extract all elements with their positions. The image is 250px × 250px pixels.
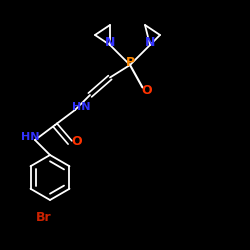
Text: O: O: [71, 135, 82, 148]
Text: HN: HN: [72, 102, 90, 112]
Text: HN: HN: [21, 132, 39, 142]
Text: O: O: [141, 84, 152, 96]
Text: N: N: [145, 36, 155, 49]
Text: Br: Br: [36, 211, 52, 224]
Text: P: P: [126, 56, 134, 68]
Text: N: N: [105, 36, 115, 49]
